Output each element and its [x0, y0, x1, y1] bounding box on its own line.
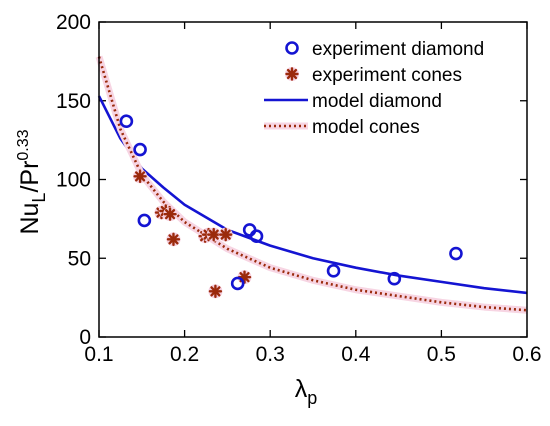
experiment-cones-point	[208, 284, 223, 299]
experiment-diamond-point	[137, 213, 152, 228]
x-tick-label: 0.6	[512, 343, 541, 366]
plot-frame	[98, 21, 528, 338]
axis-ticks: 0.1 0.2 0.3 0.4 0.5 0.6 0 50 100 150 200	[56, 11, 542, 366]
y-tick-label: 50	[68, 247, 91, 270]
experiment-diamond-point	[449, 246, 463, 261]
legend-label-model-cones: model cones	[312, 117, 420, 138]
x-tick-label: 0.2	[170, 343, 199, 366]
experiment-diamond-point	[326, 264, 341, 278]
legend-symbol-experiment-diamond	[285, 41, 299, 55]
experiment-diamond-point	[249, 229, 264, 243]
legend-symbol-experiment-cones	[285, 67, 299, 81]
legend-label-model-diamond: model diamond	[312, 91, 442, 112]
y-tick-label: 200	[56, 11, 91, 34]
y-tick-label: 100	[56, 169, 91, 192]
experiment-cones-point	[163, 207, 178, 222]
x-axis-title: λp	[295, 375, 318, 408]
x-tick-label: 0.5	[427, 343, 456, 366]
legend: experiment diamond experiment cones model …	[264, 39, 484, 138]
x-tick-label: 0.4	[341, 343, 371, 366]
y-tick-label: 150	[56, 90, 91, 113]
x-tick-label: 0.1	[84, 343, 113, 366]
x-tick-label: 0.3	[256, 343, 285, 366]
experiment-diamond-point	[387, 271, 402, 286]
experiment-cones-point	[206, 227, 221, 242]
experiment-cones-point	[166, 232, 181, 247]
experiment-diamond-point	[133, 142, 147, 157]
experiment-cones-point	[218, 227, 233, 242]
legend-label-experiment-cones: experiment cones	[312, 65, 462, 86]
experiment-cones-point	[133, 169, 148, 184]
legend-label-experiment-diamond: experiment diamond	[312, 39, 484, 60]
experiment-diamond-point	[230, 276, 245, 291]
experiment-diamond-point	[119, 114, 134, 129]
experiment-markers	[119, 114, 463, 299]
y-axis-title: NuL/Pr0.33	[15, 129, 49, 234]
y-tick-label: 0	[79, 326, 91, 349]
experiment-diamond-point	[242, 223, 257, 237]
